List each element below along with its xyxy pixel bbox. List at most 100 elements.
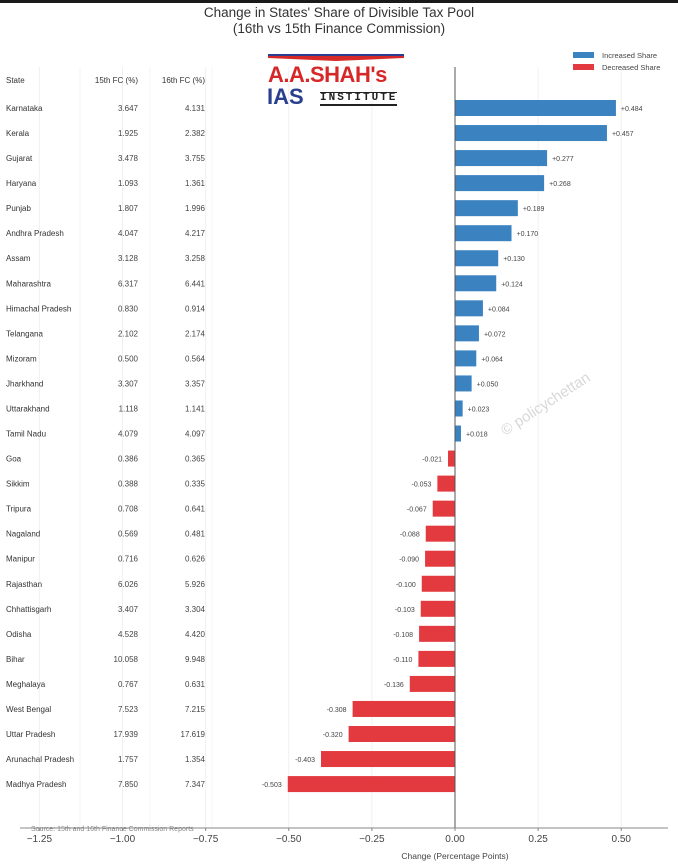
x-tick-label: −1.25 — [27, 834, 53, 845]
table-cell-state: Himachal Pradesh — [6, 304, 71, 313]
logo-institute: INSTITUTE — [320, 92, 398, 106]
table-cell-15th: 4.047 — [118, 229, 139, 238]
data-table: State 15th FC (%) 16th FC (%) Karnataka 3.64… — [6, 76, 206, 789]
table-cell-state: Manipur — [6, 555, 35, 564]
table-cell-16th: 2.174 — [185, 329, 206, 338]
bar — [421, 575, 455, 592]
bar — [348, 726, 455, 742]
bar — [448, 450, 455, 467]
bar-value-label: +0.072 — [484, 331, 506, 338]
bar — [455, 150, 548, 167]
bar — [425, 550, 455, 567]
x-tick-label: −0.25 — [359, 834, 385, 845]
bar-value-label: -0.100 — [396, 582, 416, 589]
bar-value-label: -0.320 — [323, 732, 343, 739]
x-tick-label: 0.00 — [445, 834, 465, 845]
table-cell-state: Uttarakhand — [6, 404, 50, 413]
table-cell-16th: 0.564 — [185, 354, 206, 363]
table-cell-state: Meghalaya — [6, 680, 46, 689]
x-tick-label: 0.50 — [612, 834, 632, 845]
institute-logo: A.A.SHAH's IAS INSTITUTE — [262, 54, 410, 110]
table-cell-16th: 1.361 — [185, 179, 206, 188]
table-cell-15th: 1.757 — [118, 755, 139, 764]
table-cell-16th: 3.258 — [185, 254, 206, 263]
x-axis-label: Change (Percentage Points) — [401, 851, 509, 861]
logo-bar-red — [268, 56, 404, 61]
top-border — [0, 0, 678, 3]
legend-swatch-increased — [573, 52, 594, 58]
bar — [419, 625, 455, 642]
bar-value-label: -0.067 — [407, 507, 427, 514]
bar — [321, 751, 455, 768]
table-cell-16th: 9.948 — [185, 655, 206, 664]
table-cell-15th: 7.523 — [118, 705, 139, 714]
bar — [437, 475, 455, 492]
bar — [409, 675, 455, 692]
table-cell-16th: 0.631 — [185, 680, 206, 689]
table-cell-state: Andhra Pradesh — [6, 229, 64, 238]
bar — [455, 225, 512, 242]
bar — [352, 700, 455, 717]
legend-item-increased: Increased Share — [573, 49, 660, 61]
table-header-state: State — [6, 76, 25, 85]
logo-ias: IAS — [267, 84, 304, 109]
bar-value-label: -0.103 — [395, 607, 415, 614]
table-cell-16th: 1.141 — [185, 404, 206, 413]
table-cell-state: Tripura — [6, 505, 32, 514]
table-cell-15th: 0.569 — [118, 530, 139, 539]
table-cell-15th: 0.388 — [118, 480, 139, 489]
bar — [455, 175, 545, 192]
table-cell-16th: 4.097 — [185, 430, 206, 439]
chart-title-block: Change in States' Share of Divisible Tax… — [0, 5, 678, 37]
table-cell-state: Haryana — [6, 179, 37, 188]
bar-value-label: +0.050 — [477, 381, 499, 388]
table-cell-16th: 6.441 — [185, 279, 206, 288]
legend: Increased Share Decreased Share — [573, 49, 660, 73]
table-cell-15th: 1.093 — [118, 179, 139, 188]
table-cell-15th: 3.307 — [118, 379, 139, 388]
table-cell-state: Chhattisgarh — [6, 605, 51, 614]
table-cell-state: Uttar Pradesh — [6, 730, 55, 739]
bar-value-label: -0.021 — [422, 457, 442, 464]
table-cell-15th: 6.026 — [118, 580, 139, 589]
table-cell-16th: 0.641 — [185, 505, 206, 514]
bar-value-label: +0.084 — [488, 306, 510, 313]
table-cell-16th: 0.626 — [185, 555, 206, 564]
table-cell-state: Goa — [6, 455, 22, 464]
legend-label-increased: Increased Share — [602, 50, 658, 60]
table-cell-15th: 0.386 — [118, 455, 139, 464]
bar — [455, 100, 616, 116]
table-header-15th: 15th FC (%) — [95, 76, 138, 85]
table-cell-15th: 10.058 — [114, 655, 139, 664]
table-cell-state: Nagaland — [6, 530, 40, 539]
table-cell-15th: 0.767 — [118, 680, 139, 689]
table-cell-15th: 4.079 — [118, 430, 139, 439]
table-cell-state: Odisha — [6, 630, 32, 639]
bar — [418, 650, 455, 667]
table-cell-16th: 4.217 — [185, 229, 206, 238]
table-cell-state: Sikkim — [6, 480, 30, 489]
table-cell-15th: 0.500 — [118, 354, 139, 363]
bar-labels: +0.484 +0.457 +0.277 +0.268 +0.189 +0.170 +0.1… — [262, 106, 643, 789]
table-cell-state: Karnataka — [6, 104, 43, 113]
table-cell-state: Madhya Pradesh — [6, 780, 66, 789]
bar-value-label: -0.136 — [384, 682, 404, 689]
table-cell-16th: 3.304 — [185, 605, 206, 614]
table-cell-16th: 3.755 — [185, 154, 206, 163]
bar — [455, 325, 479, 342]
bar-value-label: -0.090 — [399, 557, 419, 564]
table-cell-15th: 6.317 — [118, 279, 139, 288]
bar-value-label: +0.124 — [501, 281, 523, 288]
source-note: Source: 15th and 16th Finance Commission… — [31, 826, 194, 833]
table-cell-state: Assam — [6, 254, 31, 263]
table-cell-state: Telangana — [6, 329, 43, 338]
table-cell-state: Maharashtra — [6, 279, 51, 288]
bar — [455, 350, 477, 367]
table-cell-state: Rajasthan — [6, 580, 42, 589]
table-cell-16th: 0.335 — [185, 480, 206, 489]
table-cell-16th: 0.481 — [185, 530, 206, 539]
grid-lines — [38, 67, 622, 828]
bar — [455, 425, 461, 442]
bar-value-label: +0.018 — [466, 432, 488, 439]
